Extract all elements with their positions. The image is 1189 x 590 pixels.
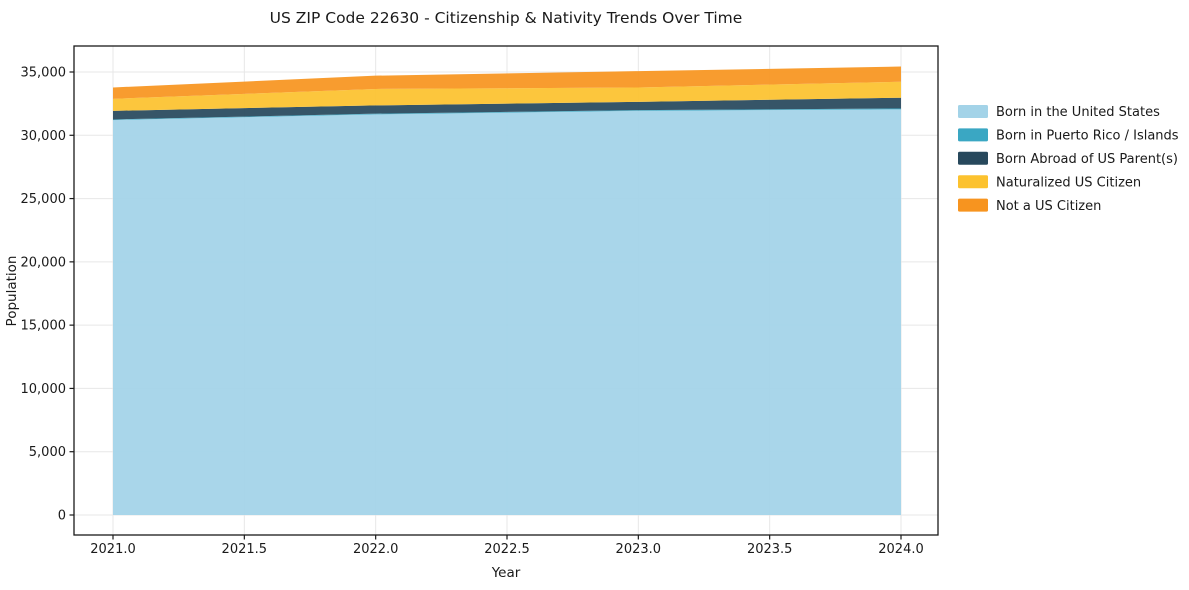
y-tick-label: 0 (58, 509, 66, 524)
x-tick-labels: 2021.0 2021.5 2022.0 2022.5 2023.0 2023.… (90, 542, 924, 557)
stacked-areas (113, 66, 902, 516)
tick-marks (69, 71, 902, 540)
legend-swatch-born-in-us (958, 105, 988, 118)
y-tick-label: 35,000 (21, 66, 67, 81)
y-axis-label: Population (4, 256, 20, 327)
x-tick-label: 2022.5 (484, 542, 530, 557)
x-tick-label: 2021.0 (90, 542, 136, 557)
legend-label-born-in-us: Born in the United States (996, 105, 1160, 120)
y-tick-label: 25,000 (21, 192, 67, 207)
legend-label-naturalized: Naturalized US Citizen (996, 175, 1141, 190)
y-tick-label: 15,000 (21, 319, 67, 334)
legend-swatch-naturalized (958, 175, 988, 189)
x-tick-label: 2024.0 (878, 542, 924, 557)
legend-label-not-a-citizen: Not a US Citizen (996, 199, 1101, 214)
legend-label-born-abroad: Born Abroad of US Parent(s) (996, 152, 1178, 167)
legend-swatch-not-a-citizen (958, 198, 988, 212)
y-tick-label: 20,000 (21, 255, 67, 270)
legend: Born in the United States Born in Puerto… (958, 105, 1179, 214)
x-tick-label: 2023.5 (747, 542, 793, 557)
legend-label-born-in-pr: Born in Puerto Rico / Islands (996, 129, 1179, 144)
area-not-a-us-citizen (113, 66, 902, 99)
area-born-abroad-of-us-parents (113, 97, 902, 120)
y-tick-label: 30,000 (21, 129, 67, 144)
x-tick-label: 2022.0 (353, 542, 399, 557)
legend-swatch-born-in-pr (958, 128, 988, 142)
area-born-in-the-united-states (113, 109, 902, 516)
x-tick-label: 2023.0 (616, 542, 662, 557)
x-tick-label: 2021.5 (222, 542, 268, 557)
y-tick-label: 10,000 (21, 382, 67, 397)
y-tick-label: 5,000 (29, 445, 66, 460)
y-tick-labels: 0 5,000 10,000 15,000 20,000 25,000 30,0… (21, 66, 67, 524)
x-axis-label: Year (491, 565, 521, 581)
chart-title: US ZIP Code 22630 - Citizenship & Nativi… (270, 9, 743, 27)
plot-frame (73, 45, 939, 536)
area-born-in-puerto-rico-islands (113, 108, 902, 121)
legend-swatch-born-abroad (958, 151, 988, 165)
area-naturalized-us-citizen (113, 81, 902, 111)
